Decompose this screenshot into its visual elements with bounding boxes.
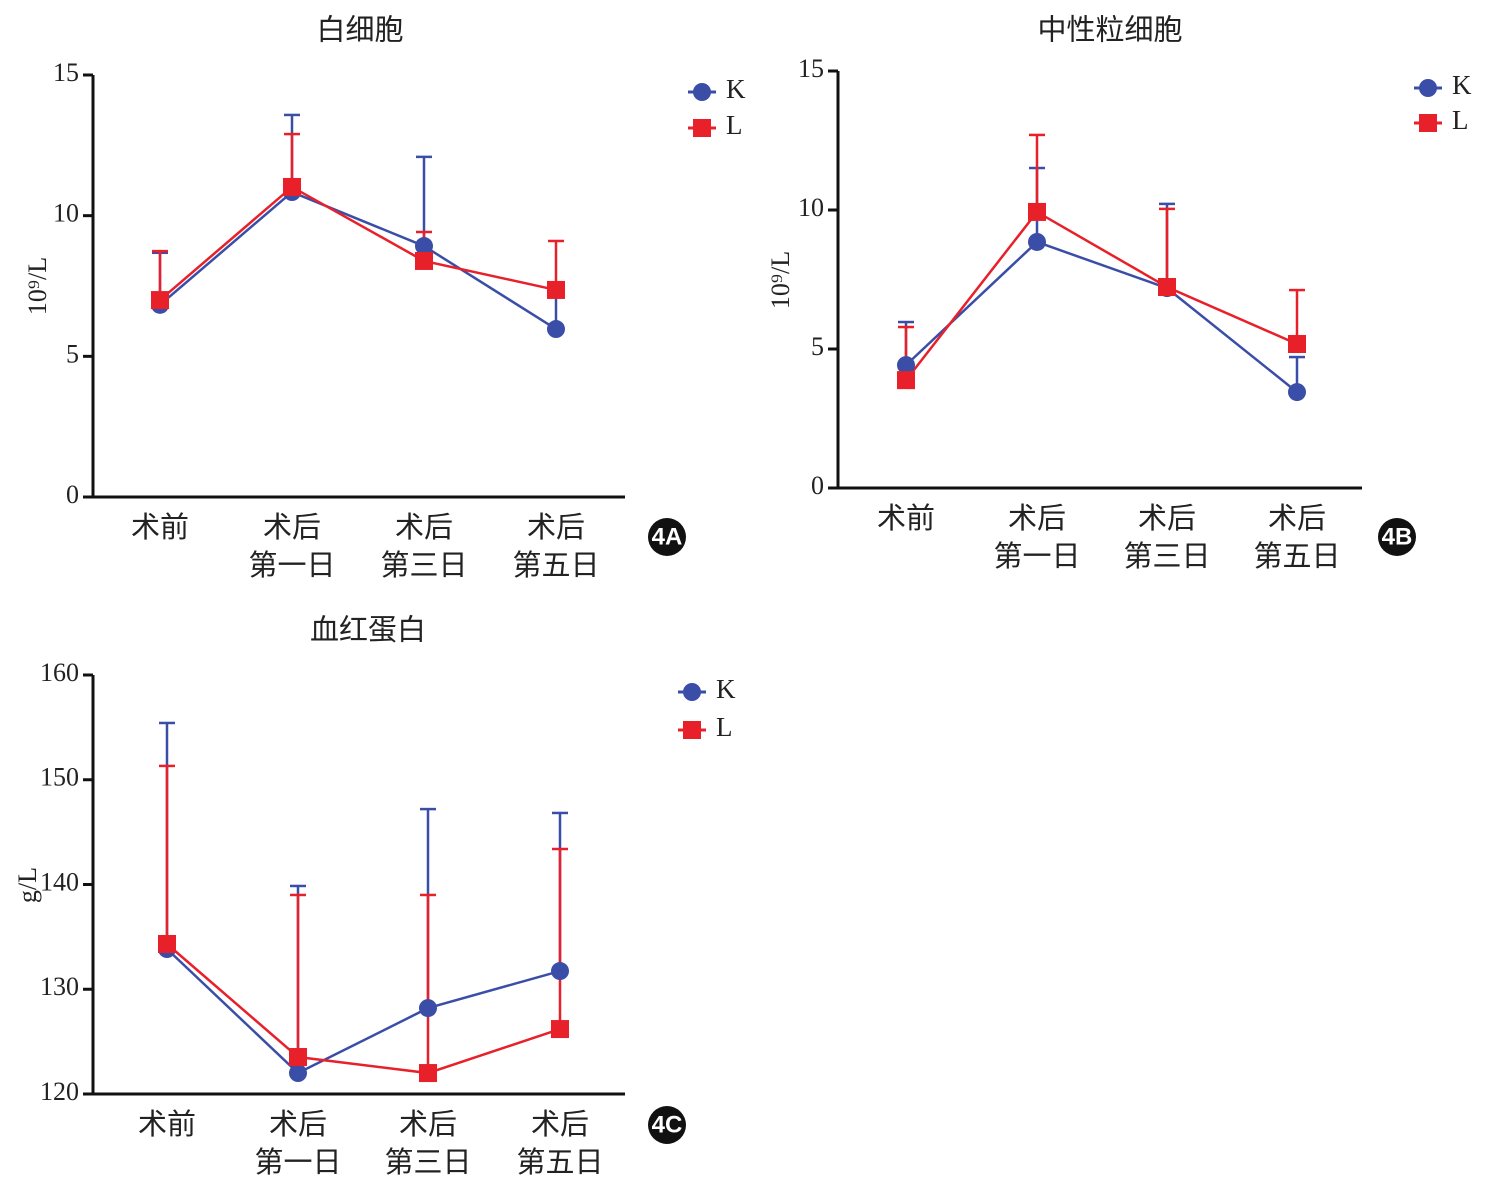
legend-label: K (716, 674, 736, 704)
legend-marker (693, 119, 711, 137)
panel-label: 4A (652, 523, 683, 550)
series-line (159, 185, 557, 302)
x-tick-label: 术后第一日 (993, 502, 1080, 573)
series-line (905, 210, 1298, 381)
panel-badge (1378, 518, 1416, 556)
series-line (905, 240, 1298, 394)
x-tick-label: 术后第五日 (516, 1108, 603, 1179)
legend-marker (693, 83, 711, 101)
legend-marker (683, 683, 701, 701)
y-tick-label: 15 (53, 58, 79, 87)
series-line (166, 943, 561, 1075)
legend-label: L (1452, 105, 1469, 135)
y-tick-label: 5 (66, 339, 79, 368)
series-line (159, 190, 557, 331)
marker (1288, 383, 1306, 402)
y-tick-label: 10 (798, 193, 824, 222)
y-tick-label: 0 (66, 480, 79, 509)
y-axis-label: 10⁹/L (766, 251, 795, 309)
legend-label: K (726, 74, 746, 104)
y-axis-label: g/L (13, 867, 42, 903)
y-tick-label: 150 (40, 763, 79, 792)
y-tick-label: 0 (811, 471, 824, 500)
marker (289, 1064, 307, 1083)
marker (547, 280, 565, 299)
marker (158, 934, 176, 953)
x-tick-label: 术后第五日 (1253, 502, 1340, 573)
panel-label: 4C (652, 1111, 683, 1138)
marker (1158, 278, 1176, 297)
y-axis-label: 10⁹/L (23, 257, 52, 315)
panel-label: 4B (1382, 523, 1413, 550)
x-tick-label: 术前 (138, 1108, 196, 1141)
y-tick-label: 140 (40, 867, 79, 896)
marker (897, 371, 915, 390)
marker (419, 999, 437, 1018)
chart-title: 中性粒细胞 (1037, 14, 1182, 47)
panel-badge (648, 518, 686, 556)
marker (415, 237, 433, 256)
x-tick-label: 术后第三日 (1123, 502, 1210, 573)
legend-label: L (726, 110, 743, 140)
y-tick-label: 120 (40, 1077, 79, 1106)
x-tick-label: 术后第五日 (512, 511, 599, 582)
chart-title: 血红蛋白 (310, 614, 426, 647)
x-tick-label: 术后第一日 (248, 511, 335, 582)
marker (547, 320, 565, 339)
marker (1288, 334, 1306, 353)
marker (283, 177, 301, 196)
legend-marker (1419, 79, 1437, 97)
marker (897, 356, 915, 375)
x-tick-label: 术后第一日 (254, 1108, 341, 1179)
marker (419, 1064, 437, 1083)
panel-badge (648, 1106, 686, 1144)
legend-marker (1419, 114, 1437, 132)
marker (551, 962, 569, 981)
y-tick-label: 15 (798, 54, 824, 83)
marker (151, 291, 169, 310)
y-tick-label: 160 (40, 658, 79, 687)
legend-marker (683, 721, 701, 739)
marker (1028, 202, 1046, 221)
y-tick-label: 5 (811, 332, 824, 361)
y-tick-label: 130 (40, 972, 79, 1001)
marker (415, 251, 433, 270)
series-line (166, 948, 561, 1075)
x-tick-label: 术前 (131, 511, 189, 544)
marker (551, 1020, 569, 1039)
legend-label: K (1452, 70, 1472, 100)
marker (289, 1048, 307, 1067)
x-tick-label: 术后第三日 (380, 511, 467, 582)
chart-title: 白细胞 (316, 14, 403, 47)
marker (1028, 232, 1046, 251)
x-tick-label: 术前 (877, 502, 935, 535)
legend-label: L (716, 712, 733, 742)
x-tick-label: 术后第三日 (384, 1108, 471, 1179)
y-tick-label: 10 (53, 199, 79, 228)
